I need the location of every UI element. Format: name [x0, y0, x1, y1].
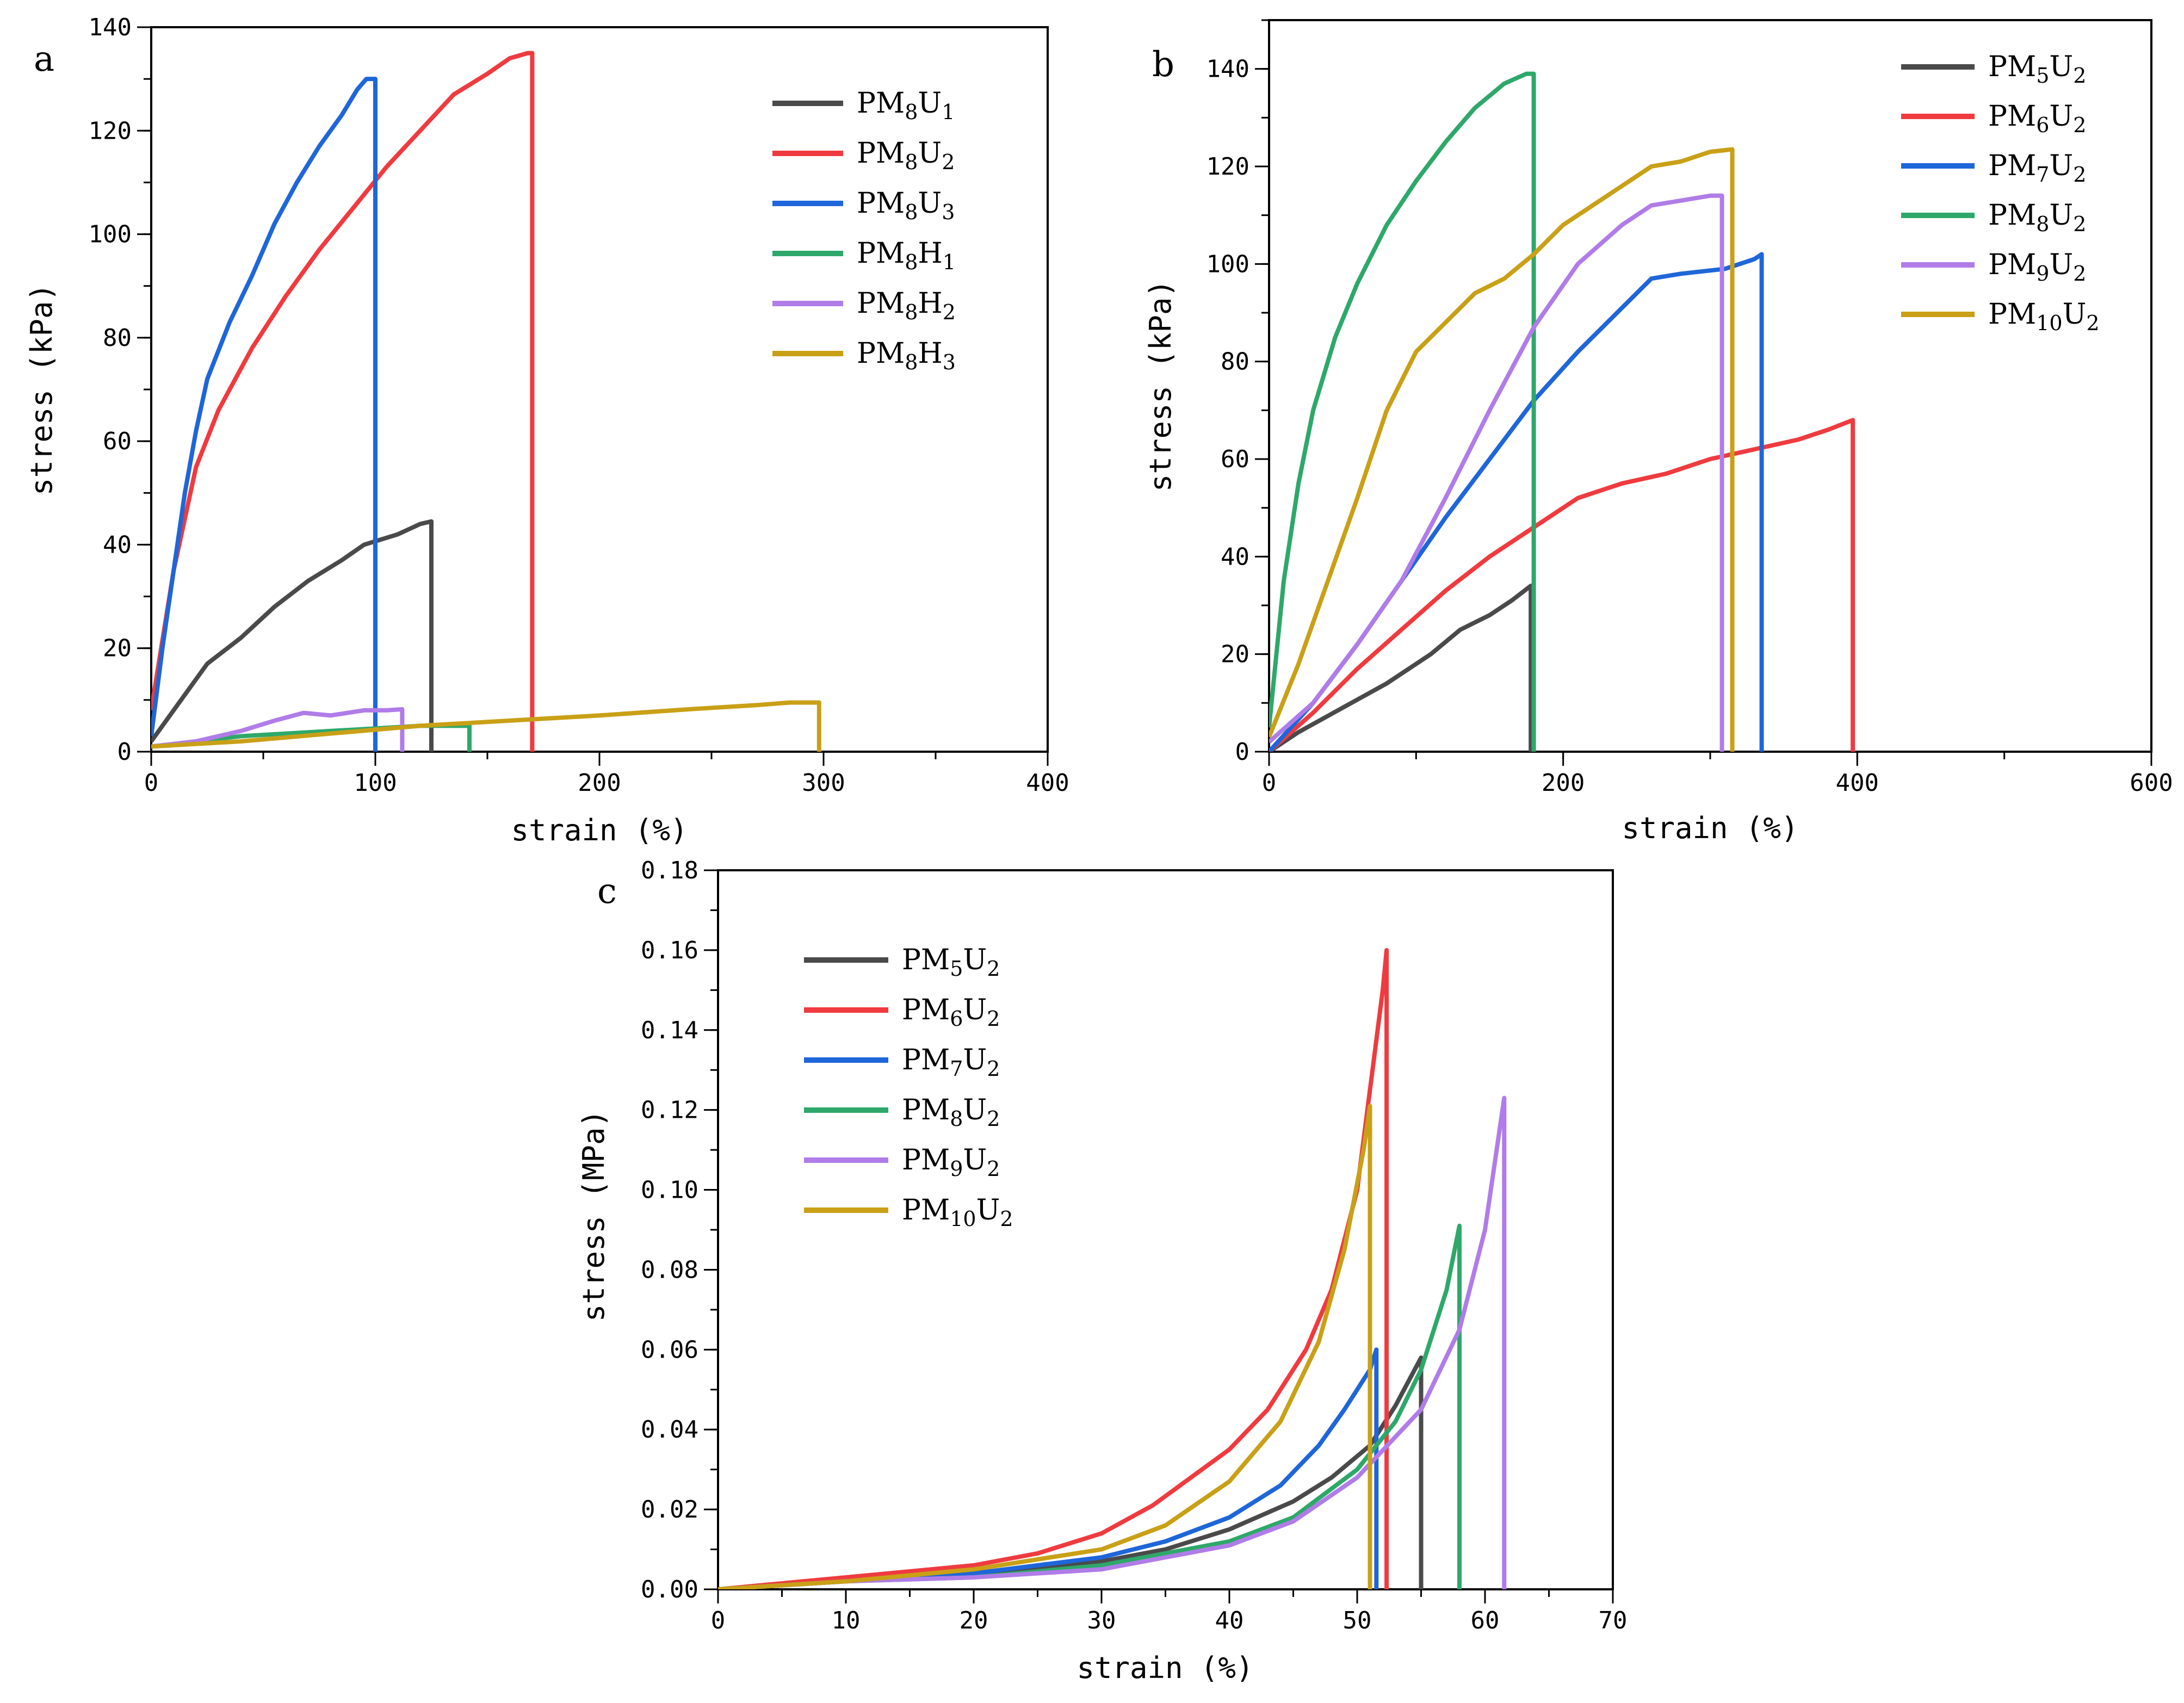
y-tick-label: 100: [1207, 250, 1249, 278]
series-group: [151, 51, 821, 752]
x-tick-label: 20: [960, 1607, 988, 1634]
series-line-pm6u2: [1269, 418, 1855, 752]
x-tick-label: 40: [1215, 1607, 1244, 1634]
y-tick-label: 140: [1207, 55, 1249, 83]
y-tick-label: 100: [89, 221, 132, 249]
y-tick-label: 0.08: [641, 1256, 698, 1284]
x-tick-label: 0: [711, 1607, 726, 1634]
x-tick-label: 70: [1599, 1607, 1628, 1634]
legend-label-pm8u2: PM8U2: [1988, 199, 2086, 236]
series-line-pm8u2: [151, 51, 535, 752]
y-tick-label: 0.14: [641, 1017, 698, 1044]
x-tick-label: 10: [832, 1607, 861, 1634]
y-tick-label: 120: [89, 117, 132, 145]
series-group: [1269, 71, 1855, 752]
x-tick-label: 300: [802, 769, 845, 797]
x-tick-label: 100: [354, 769, 397, 797]
legend: PM8U1 PM8U2 PM8U3 PM8H1 PM8H2 PM8H3: [772, 87, 956, 374]
x-tick-label: 30: [1087, 1607, 1116, 1634]
legend-label-pm8h3: PM8H3: [857, 337, 956, 374]
x-tick-label: 60: [1471, 1607, 1500, 1634]
legend-label-pm9u2: PM9U2: [902, 1144, 1000, 1181]
legend-label-pm5u2: PM5U2: [1988, 51, 2086, 88]
x-axis-title: strain (%): [511, 813, 688, 847]
legend-label-pm7u2: PM7U2: [902, 1044, 1000, 1081]
panel-label: a: [34, 39, 54, 79]
y-tick-label: 80: [1221, 348, 1249, 376]
y-tick-label: 0: [1235, 738, 1250, 766]
x-tick-label: 0: [144, 769, 159, 797]
series-line-pm8h2: [151, 707, 405, 752]
series-line-pm8h3: [151, 700, 821, 752]
panel-label: c: [597, 871, 617, 912]
legend-label-pm8u2: PM8U2: [857, 137, 955, 174]
panel-a-chart: 0 100 200 300 400 0 20 40 60 80 100 120 140 strain (%…: [24, 14, 1069, 847]
legend-label-pm7u2: PM7U2: [1988, 150, 2086, 187]
panel-c-chart: 0 10 20 30 40 50 60 70 0.00 0.02 0.04 0.06 0.08 0.10 0…: [577, 857, 1627, 1685]
x-axis-title: strain (%): [1076, 1651, 1253, 1685]
y-tick-label: 0.10: [641, 1176, 698, 1204]
panel-b-chart: 0 200 400 600 0 20 40 60 80 100 120 140 strain (%) st…: [1143, 19, 2173, 845]
y-tick-label: 0.02: [641, 1496, 698, 1524]
x-tick-label: 0: [1262, 769, 1277, 797]
series-line-pm8u3: [151, 77, 378, 752]
legend-label-pm8u2: PM8U2: [902, 1094, 1000, 1131]
y-tick-label: 0.04: [641, 1416, 698, 1444]
legend-label-pm10u2: PM10U2: [902, 1194, 1013, 1231]
y-axis-title: stress (MPa): [577, 1110, 611, 1322]
legend: PM5U2 PM6U2 PM7U2 PM8U2 PM9U2 PM10U2: [1901, 51, 2100, 335]
y-tick-label: 0.06: [641, 1336, 698, 1364]
y-tick-label: 20: [1221, 641, 1249, 668]
series-line-pm9u2: [718, 1095, 1507, 1589]
legend-label-pm6u2: PM6U2: [1988, 100, 2086, 137]
y-tick-label: 60: [103, 428, 132, 455]
series-group: [718, 948, 1507, 1589]
y-tick-label: 0.18: [641, 857, 698, 884]
legend-label-pm8h1: PM8H1: [857, 237, 956, 274]
panel-label: b: [1152, 45, 1174, 85]
x-tick-label: 50: [1343, 1607, 1372, 1634]
y-tick-label: 80: [103, 324, 132, 352]
y-axis-title: stress (kPa): [24, 283, 59, 496]
x-axis-title: strain (%): [1622, 811, 1798, 845]
y-tick-label: 0.16: [641, 937, 698, 964]
y-axis-title: stress (kPa): [1143, 280, 1178, 492]
legend-label-pm6u2: PM6U2: [902, 994, 1000, 1031]
y-tick-label: 0.12: [641, 1097, 698, 1124]
series-line-pm10u2: [718, 1104, 1372, 1589]
y-tick-label: 40: [103, 531, 132, 559]
y-tick-label: 60: [1221, 445, 1249, 473]
series-line-pm9u2: [1269, 193, 1724, 752]
series-line-pm8u1: [151, 519, 434, 752]
legend-label-pm8h2: PM8H2: [857, 287, 956, 324]
y-tick-label: 120: [1207, 153, 1249, 181]
legend-label-pm10u2: PM10U2: [1988, 298, 2100, 335]
series-line-pm8u2: [1269, 71, 1536, 752]
y-tick-label: 140: [89, 14, 132, 41]
legend: PM5U2 PM6U2 PM7U2 PM8U2 PM9U2 PM10U2: [804, 944, 1013, 1231]
series-line-pm5u2: [1269, 584, 1533, 752]
legend-label-pm8u1: PM8U1: [857, 87, 955, 124]
legend-label-pm9u2: PM9U2: [1988, 249, 2086, 286]
y-tick-label: 0.00: [641, 1576, 698, 1603]
y-tick-label: 40: [1221, 543, 1249, 571]
series-line-pm6u2: [718, 948, 1389, 1589]
y-tick-label: 0: [117, 738, 132, 766]
x-tick-label: 600: [2130, 769, 2173, 797]
x-tick-label: 200: [1542, 769, 1585, 797]
y-tick-label: 20: [103, 635, 132, 662]
legend-label-pm8u3: PM8U3: [857, 187, 955, 224]
x-tick-label: 400: [1026, 769, 1069, 797]
x-tick-label: 400: [1836, 769, 1879, 797]
legend-label-pm5u2: PM5U2: [902, 944, 1000, 981]
x-tick-label: 200: [578, 769, 621, 797]
series-line-pm10u2: [1269, 147, 1735, 752]
